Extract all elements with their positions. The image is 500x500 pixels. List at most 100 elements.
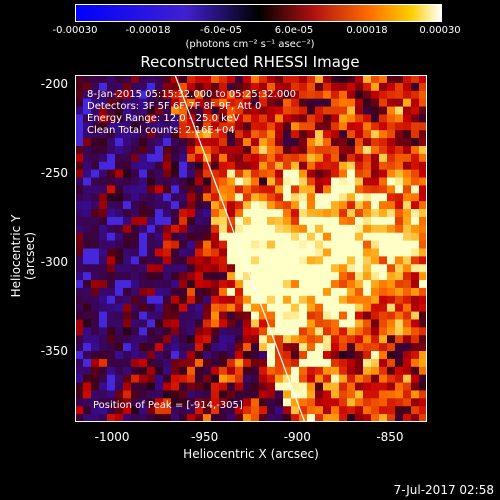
heatmap-cell (259, 256, 268, 265)
heatmap-cell (379, 351, 388, 360)
heatmap-cell (339, 193, 348, 202)
heatmap-cell (259, 90, 268, 100)
heatmap-cell (171, 98, 180, 108)
heatmap-cell (347, 351, 356, 360)
heatmap-cell (403, 295, 412, 305)
heatmap-cell (91, 343, 100, 352)
heatmap-cell (115, 224, 124, 234)
heatmap-cell (147, 114, 156, 123)
x-tick-label: -1000 (94, 430, 130, 444)
heatmap-cell (75, 287, 84, 297)
heatmap-cell (355, 130, 364, 139)
heatmap-cell (275, 201, 284, 210)
heatmap-cell (307, 240, 316, 250)
heatmap-cell (347, 264, 356, 273)
heatmap-cell (99, 82, 108, 92)
heatmap-cell (419, 169, 427, 179)
heatmap-cell (243, 374, 252, 384)
heatmap-cell (379, 311, 388, 321)
heatmap-cell (355, 90, 364, 100)
heatmap-cell (75, 256, 84, 265)
heatmap-cell (131, 75, 140, 84)
heatmap-cell (411, 382, 420, 392)
heatmap-cell (219, 161, 228, 171)
heatmap-cell (371, 272, 380, 281)
heatmap-cell (139, 351, 148, 360)
heatmap-cell (291, 161, 300, 171)
heatmap-cell (163, 201, 172, 210)
heatmap-cell (227, 319, 236, 328)
heatmap-cell (291, 374, 300, 384)
heatmap-cell (187, 280, 196, 289)
heatmap-cell (107, 287, 116, 297)
heatmap-cell (147, 153, 156, 163)
heatmap-cell (171, 295, 180, 305)
heatmap-cell (291, 398, 300, 407)
heatmap-cell (115, 374, 124, 384)
heatmap-cell (403, 82, 412, 92)
heatmap-cell (275, 106, 284, 116)
heatmap-cell (115, 106, 124, 116)
heatmap-cell (331, 280, 340, 289)
heatmap-cell (75, 311, 84, 321)
heatmap-cell (299, 272, 308, 281)
heatmap-cell (115, 232, 124, 242)
heatmap-cell (307, 106, 316, 116)
x-axis-label: Heliocentric X (arcsec) (183, 447, 319, 461)
heatmap-cell (403, 201, 412, 210)
heatmap-cell (155, 272, 164, 281)
heatmap-cell (355, 256, 364, 265)
heatmap-cell (187, 327, 196, 336)
heatmap-cell (379, 232, 388, 242)
heatmap-cell (395, 335, 404, 344)
heatmap-cell (147, 169, 156, 179)
heatmap-cell (243, 358, 252, 368)
heatmap-cell (403, 193, 412, 202)
heatmap-cell (123, 177, 132, 187)
heatmap-cell (315, 311, 324, 321)
heatmap-cell (259, 98, 268, 108)
heatmap-cell (275, 130, 284, 139)
heatmap-cell (267, 114, 276, 123)
heatmap-cell (403, 209, 412, 218)
heatmap-cell (379, 216, 388, 226)
heatmap-cell (403, 335, 412, 344)
heatmap-cell (347, 280, 356, 289)
heatmap-cell (355, 169, 364, 179)
heatmap-cell (283, 153, 292, 163)
heatmap-cell (147, 319, 156, 328)
heatmap-cell (227, 358, 236, 368)
heatmap-cell (83, 343, 92, 352)
heatmap-cell (403, 390, 412, 399)
heatmap-cell (115, 303, 124, 313)
heatmap-cell (115, 122, 124, 131)
heatmap-cell (307, 303, 316, 313)
heatmap-cell (219, 82, 228, 92)
heatmap-cell (227, 414, 236, 422)
heatmap-cell (91, 280, 100, 289)
heatmap-cell (107, 224, 116, 234)
heatmap-cell (379, 272, 388, 281)
heatmap-cell (347, 90, 356, 100)
heatmap-cell (347, 138, 356, 147)
heatmap-cell (419, 374, 427, 384)
heatmap-cell (171, 343, 180, 352)
heatmap-cell (275, 327, 284, 336)
heatmap-cell (203, 382, 212, 392)
heatmap-cell (339, 311, 348, 321)
heatmap-cell (179, 130, 188, 139)
heatmap-cell (355, 248, 364, 257)
heatmap-cell (147, 414, 156, 422)
heatmap-cell (299, 177, 308, 187)
heatmap-cell (355, 122, 364, 131)
heatmap-cell (195, 232, 204, 242)
heatmap-cell (339, 161, 348, 171)
heatmap-cell (339, 287, 348, 297)
heatmap-cell (155, 177, 164, 187)
heatmap-cell (243, 366, 252, 376)
heatmap-cell (75, 138, 84, 147)
heatmap-cell (331, 145, 340, 155)
heatmap-cell (251, 382, 260, 392)
heatmap-cell (323, 232, 332, 242)
heatmap-cell (187, 153, 196, 163)
